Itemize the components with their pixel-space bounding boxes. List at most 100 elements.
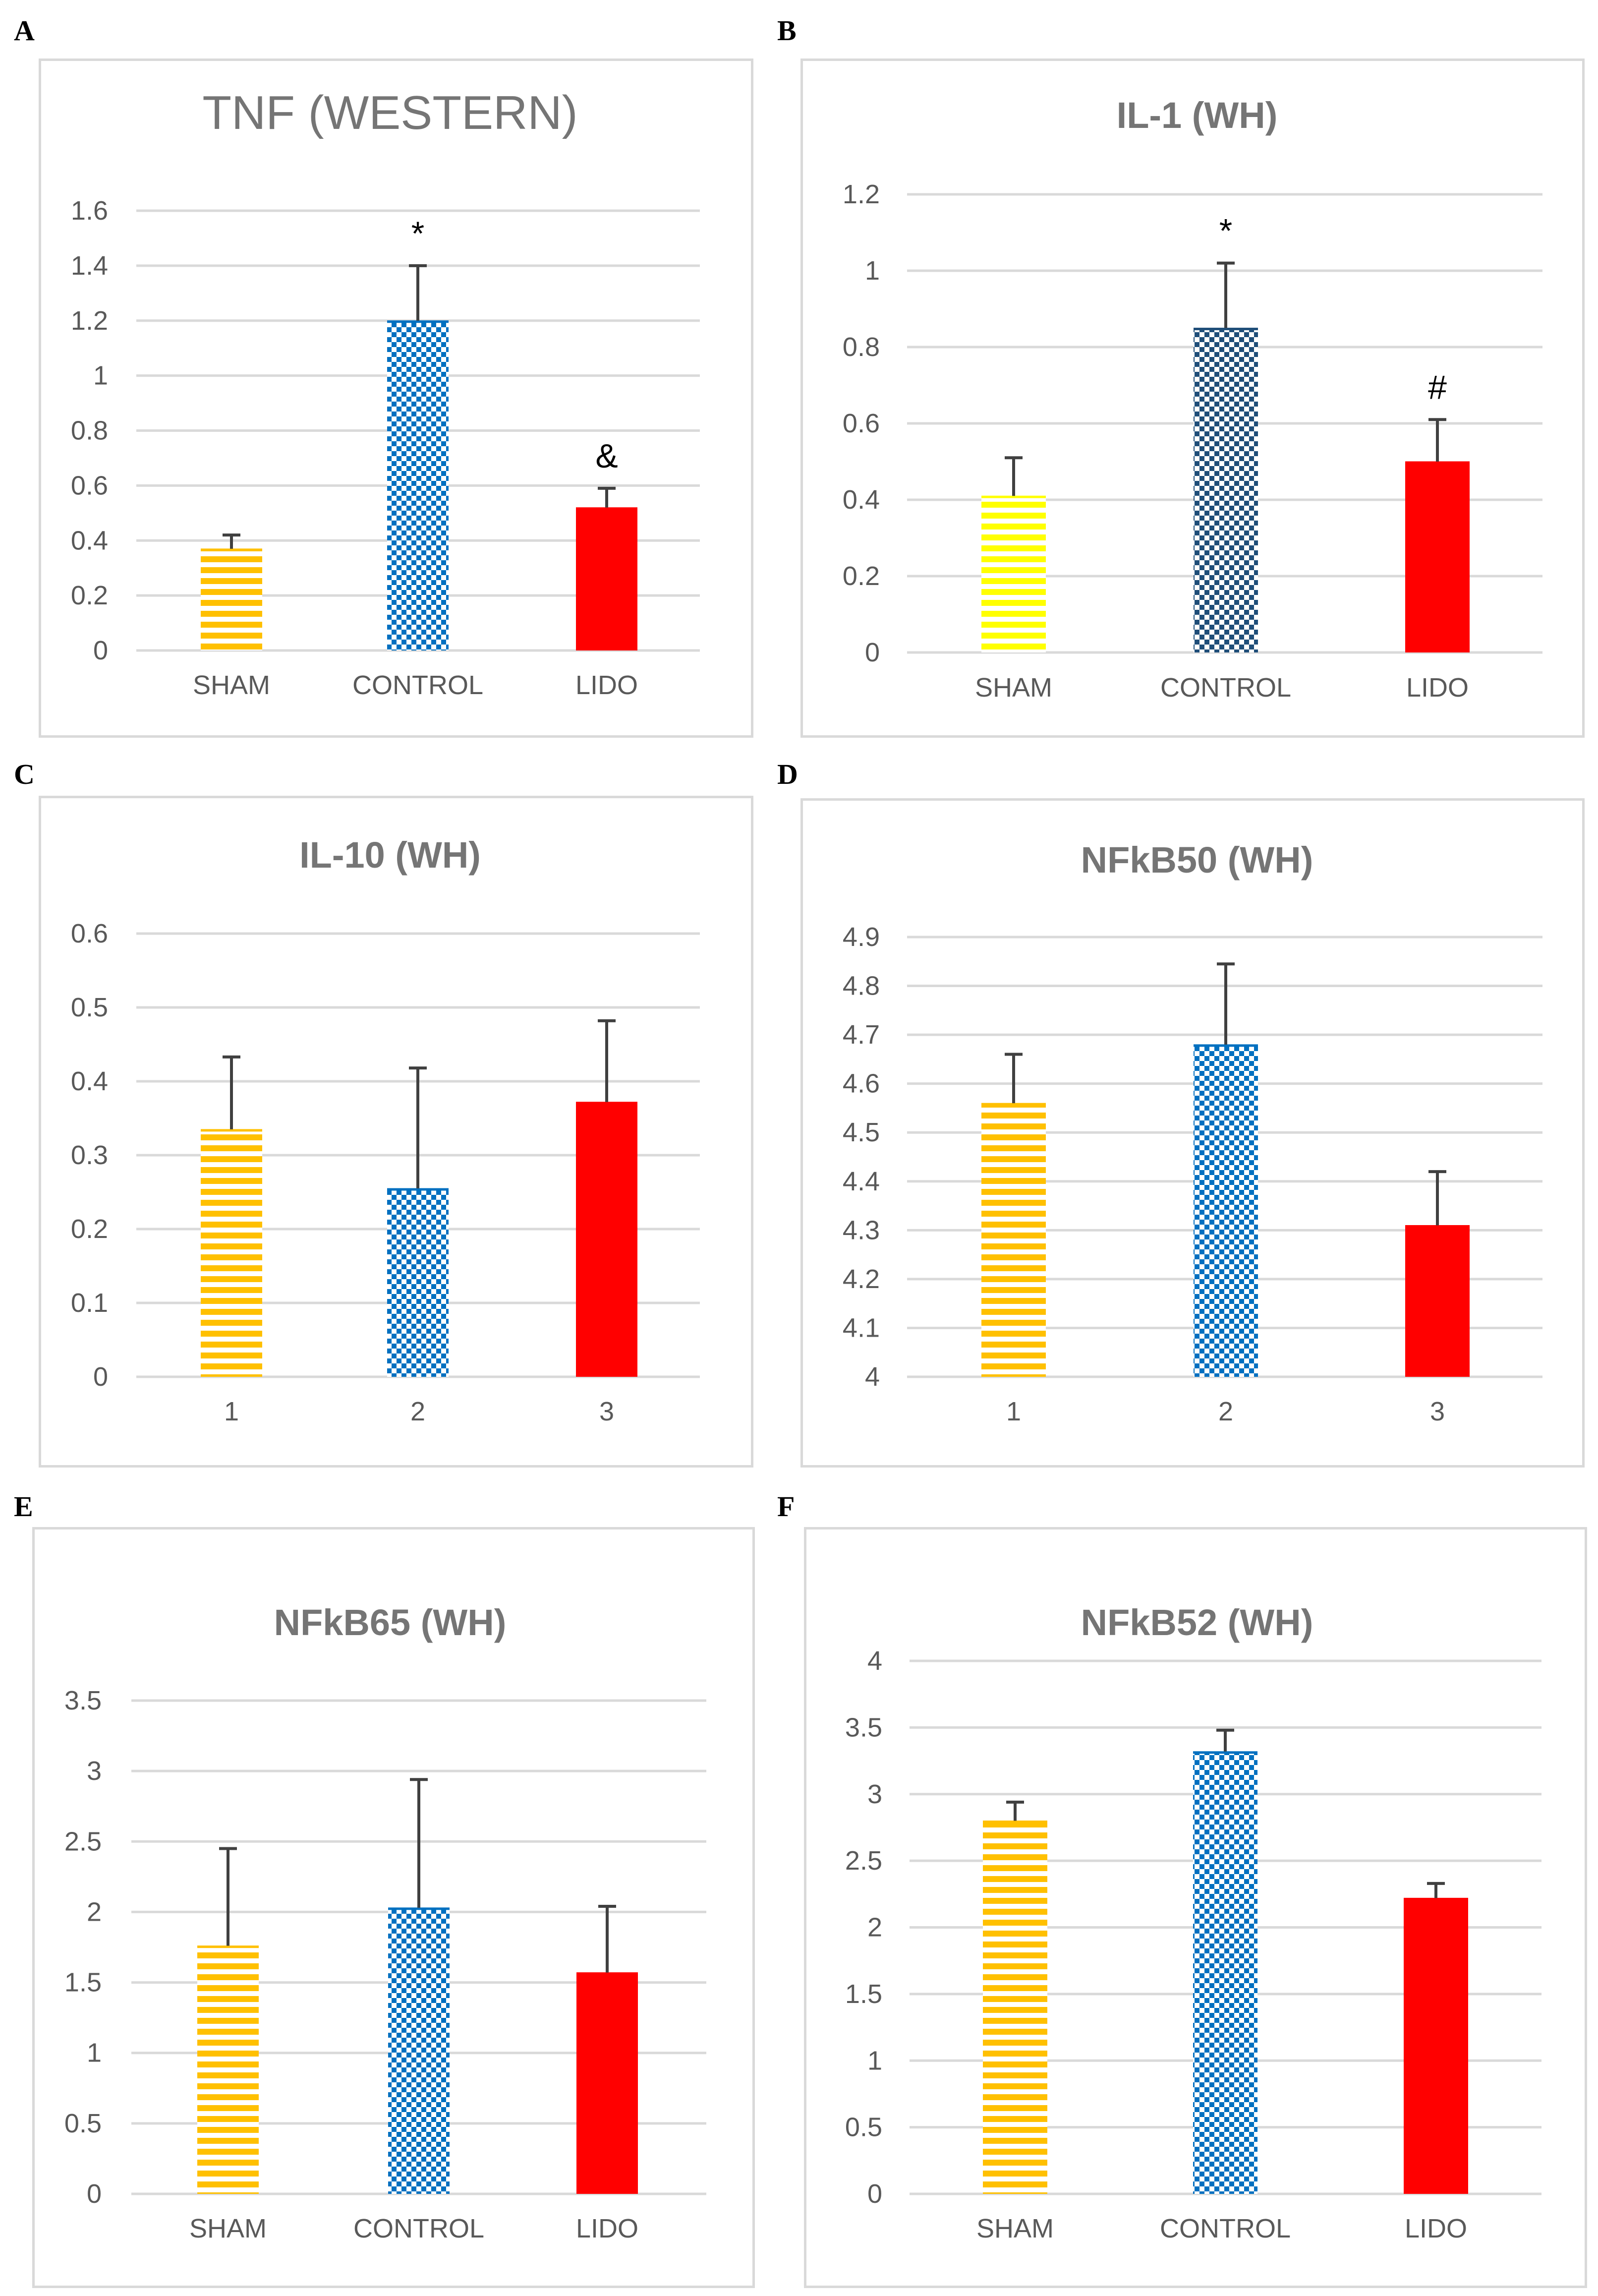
chart-title: IL-1 (WH)	[1117, 95, 1278, 136]
x-tick-label: LIDO	[1405, 2214, 1467, 2243]
y-tick-label: 1.2	[843, 179, 880, 209]
panel-letter-c: C	[14, 758, 35, 790]
chart-title: NFkB65 (WH)	[274, 1602, 507, 1643]
error-bar	[1005, 1053, 1023, 1104]
x-tick-label: LIDO	[576, 2214, 638, 2243]
x-tick-label: 3	[599, 1397, 614, 1426]
x-tick-label: LIDO	[1406, 673, 1469, 703]
y-tick-label: 0.5	[71, 993, 108, 1022]
error-bar	[1217, 962, 1235, 1045]
bar-sham	[983, 1821, 1047, 2194]
bar-lido	[1405, 462, 1470, 652]
x-tick-label: SHAM	[976, 2214, 1054, 2243]
error-bar	[1217, 261, 1235, 328]
y-tick-label: 4.3	[843, 1215, 880, 1245]
error-bar	[410, 1778, 428, 1908]
x-tick-label: CONTROL	[1160, 673, 1291, 703]
bar-sham	[981, 496, 1046, 652]
bar-control	[1194, 328, 1258, 652]
bar-2	[1194, 1044, 1258, 1377]
y-tick-label: 0.5	[845, 2113, 882, 2142]
y-tick-label: 0.2	[71, 1214, 108, 1244]
bar-lido	[576, 1972, 638, 2194]
error-bar	[598, 1905, 616, 1973]
y-tick-label: 0	[93, 636, 108, 665]
significance-marker: *	[411, 215, 424, 252]
y-tick-label: 0.4	[71, 1066, 108, 1096]
y-tick-label: 0.6	[71, 471, 108, 500]
x-tick-label: 3	[1430, 1397, 1445, 1426]
y-tick-label: 1.2	[71, 306, 108, 336]
y-tick-label: 0.4	[843, 485, 880, 515]
x-tick-label: LIDO	[575, 670, 638, 700]
panel-letter-a: A	[14, 14, 35, 47]
y-tick-label: 1	[87, 2038, 102, 2068]
y-tick-label: 0.5	[64, 2109, 102, 2138]
bar-2	[387, 1188, 449, 1377]
y-tick-label: 2.5	[64, 1826, 102, 1856]
y-tick-label: 1.5	[845, 1979, 882, 2009]
y-tick-label: 3.5	[64, 1686, 102, 1715]
y-tick-label: 0.8	[71, 416, 108, 446]
x-tick-label: 1	[1006, 1397, 1021, 1426]
panel-letter-e: E	[14, 1490, 33, 1523]
y-tick-label: 2	[867, 1913, 882, 1943]
y-tick-label: 3	[867, 1779, 882, 1809]
y-tick-label: 0.8	[843, 332, 880, 362]
error-bar	[598, 1019, 616, 1102]
panel-letter-f: F	[777, 1490, 795, 1523]
panel-letter-d: D	[777, 758, 798, 790]
y-tick-label: 0.6	[71, 919, 108, 948]
y-tick-label: 3	[87, 1756, 102, 1786]
error-bar	[223, 533, 240, 549]
error-bar	[219, 1847, 237, 1946]
error-bar	[1005, 456, 1023, 496]
y-tick-label: 0	[865, 638, 880, 667]
y-tick-label: 3.5	[845, 1712, 882, 1742]
bar-3	[576, 1102, 637, 1377]
x-tick-label: 1	[224, 1397, 239, 1426]
error-bar	[409, 264, 427, 321]
error-bar	[1006, 1800, 1024, 1821]
bar-3	[1405, 1225, 1470, 1377]
error-bar	[223, 1055, 240, 1129]
x-tick-label: CONTROL	[1160, 2214, 1291, 2243]
y-tick-label: 0.2	[71, 581, 108, 610]
y-tick-label: 0.2	[843, 561, 880, 591]
y-tick-label: 4.6	[843, 1069, 880, 1099]
y-tick-label: 1.5	[64, 1968, 102, 1998]
x-tick-label: 2	[1218, 1397, 1233, 1426]
x-tick-label: CONTROL	[352, 670, 483, 700]
y-tick-label: 1	[865, 256, 880, 286]
x-tick-label: CONTROL	[353, 2214, 484, 2243]
error-bar	[598, 486, 616, 508]
error-bar	[1427, 1882, 1445, 1898]
y-tick-label: 0	[93, 1362, 108, 1392]
y-tick-label: 2	[87, 1897, 102, 1927]
y-tick-label: 4.5	[843, 1118, 880, 1147]
chart-title: NFkB50 (WH)	[1081, 839, 1313, 881]
y-tick-label: 4.2	[843, 1264, 880, 1294]
y-tick-label: 0.3	[71, 1140, 108, 1170]
x-tick-label: SHAM	[193, 670, 270, 700]
y-tick-label: 1.4	[71, 251, 108, 281]
panel-letter-b: B	[777, 14, 797, 47]
bar-sham	[197, 1945, 259, 2194]
significance-marker: *	[1219, 212, 1232, 250]
bar-control	[1193, 1751, 1257, 2194]
significance-marker: #	[1428, 368, 1447, 406]
bar-1	[201, 1129, 262, 1377]
y-tick-label: 1	[867, 2046, 882, 2075]
x-tick-label: 2	[410, 1397, 425, 1426]
error-bar	[1428, 418, 1446, 462]
chart-title: NFkB52 (WH)	[1081, 1602, 1313, 1643]
bar-sham	[201, 548, 262, 650]
y-tick-label: 4	[867, 1646, 882, 1676]
y-tick-label: 0.6	[843, 409, 880, 438]
error-bar	[1216, 1728, 1234, 1752]
